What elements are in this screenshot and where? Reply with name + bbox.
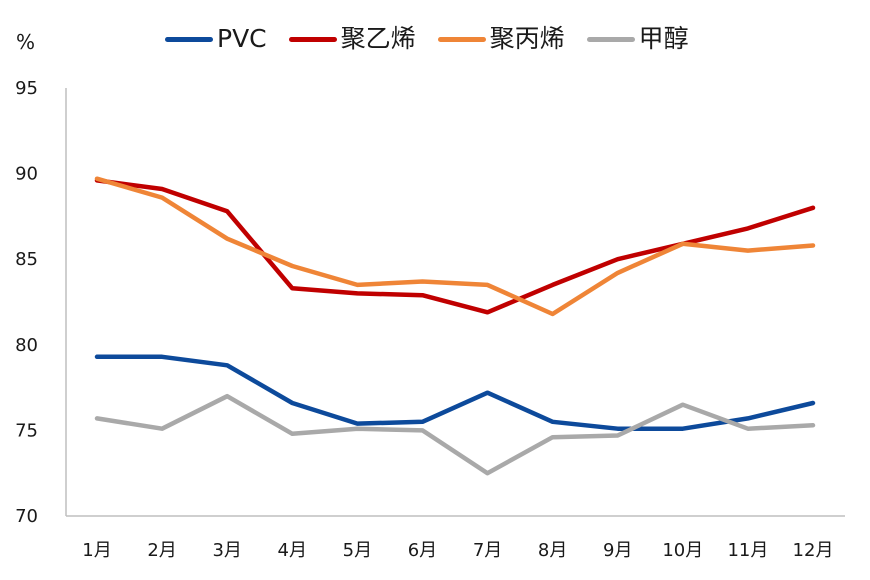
legend-item-polypropylene: 聚丙烯 (437, 24, 565, 54)
series-line-2 (94, 176, 816, 317)
series-line-0 (94, 354, 816, 431)
x-tick-label: 12月 (793, 540, 834, 561)
x-tick-label: 6月 (408, 540, 437, 561)
y-axis-ticks: 70 75 80 85 90 95 (15, 78, 38, 527)
y-tick-label: 95 (15, 78, 38, 99)
x-tick-label: 1月 (82, 540, 111, 561)
x-tick-label: 2月 (147, 540, 176, 561)
x-tick-label: 5月 (343, 540, 372, 561)
y-axis-unit-label: % (16, 30, 36, 54)
y-tick-label: 85 (15, 249, 38, 270)
legend-swatch-polypropylene (437, 36, 486, 42)
legend-swatch-pvc (165, 36, 213, 42)
x-tick-label: 4月 (278, 540, 307, 561)
x-tick-label: 10月 (662, 540, 703, 561)
legend-swatch-polyethylene (288, 36, 337, 42)
y-tick-label: 90 (15, 164, 38, 185)
series-line-3 (94, 393, 816, 476)
x-tick-label: 7月 (473, 540, 502, 561)
chart-legend: PVC 聚乙烯 聚丙烯 甲醇 (165, 22, 689, 56)
legend-item-methanol: 甲醇 (586, 24, 689, 54)
legend-label-methanol: 甲醇 (638, 24, 689, 53)
legend-item-pvc: PVC (165, 24, 267, 54)
x-axis-ticks: 1月 2月 3月 4月 5月 6月 7月 8月 9月 10月 11月 12月 (82, 540, 833, 561)
series-lines (94, 176, 816, 476)
y-tick-label: 80 (15, 335, 38, 356)
series-line-1 (94, 178, 816, 315)
legend-label-polypropylene: 聚丙烯 (489, 24, 565, 53)
x-tick-label: 3月 (212, 540, 241, 561)
y-tick-label: 70 (15, 506, 38, 527)
x-tick-label: 9月 (603, 540, 632, 561)
legend-label-pvc: PVC (217, 24, 267, 53)
legend-label-polyethylene: 聚乙烯 (340, 24, 416, 53)
x-tick-label: 11月 (727, 540, 768, 561)
y-tick-label: 75 (15, 420, 38, 441)
legend-swatch-methanol (586, 36, 635, 42)
legend-item-polyethylene: 聚乙烯 (288, 24, 416, 54)
x-tick-label: 8月 (538, 540, 567, 561)
